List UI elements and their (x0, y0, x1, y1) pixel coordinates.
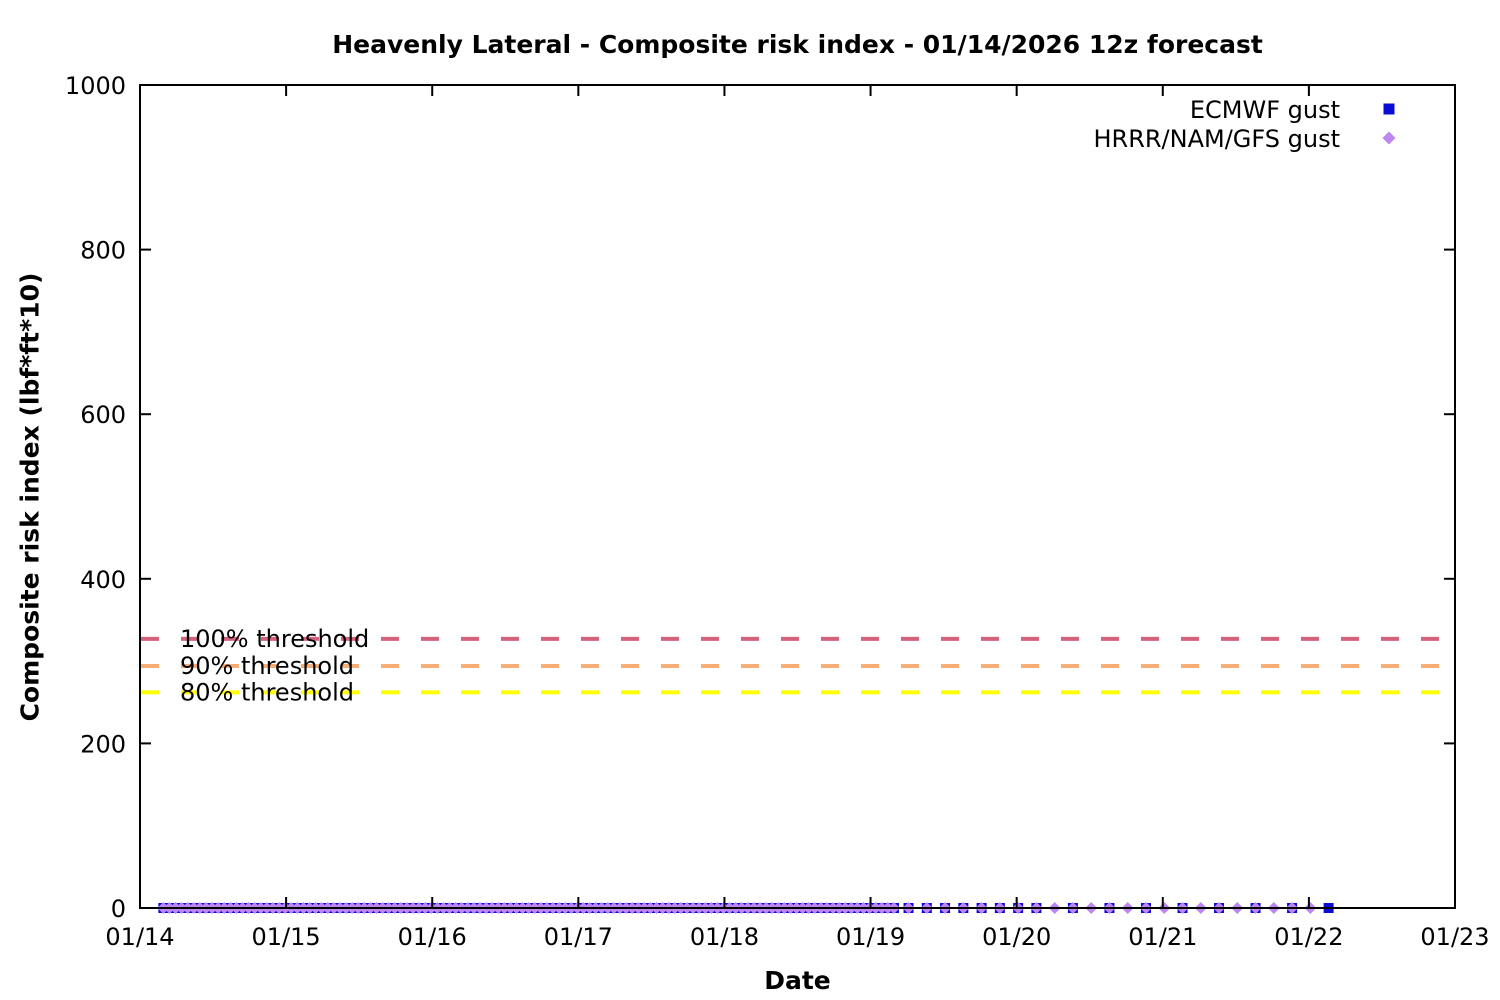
threshold-lines (141, 636, 1441, 695)
threshold-label: 80% threshold (180, 678, 354, 706)
y-tick-label: 200 (80, 730, 126, 758)
legend-label: ECMWF gust (1190, 96, 1340, 124)
x-tick-label: 01/16 (398, 923, 467, 951)
legend-label: HRRR/NAM/GFS gust (1093, 125, 1340, 153)
x-tick-label: 01/18 (690, 923, 759, 951)
x-tick-label: 01/17 (544, 923, 613, 951)
threshold-label: 90% threshold (180, 652, 354, 680)
x-tick-label: 01/21 (1128, 923, 1197, 951)
x-tick-label: 01/15 (252, 923, 321, 951)
x-tick-label: 01/20 (982, 923, 1051, 951)
threshold-label: 100% threshold (180, 625, 369, 653)
x-tick-label: 01/22 (1274, 923, 1343, 951)
y-tick-label: 600 (80, 401, 126, 429)
x-tick-label: 01/14 (105, 923, 174, 951)
y-tick-label: 800 (80, 237, 126, 265)
x-axis-label: Date (764, 966, 831, 995)
y-tick-labels: 0 200 400 600 800 1000 (65, 72, 126, 923)
chart-title: Heavenly Lateral - Composite risk index … (332, 30, 1263, 59)
x-tick-label: 01/23 (1420, 923, 1489, 951)
legend-marker-square (1383, 103, 1395, 115)
plot-border-and-ticks (139, 84, 1456, 909)
y-tick-label: 1000 (65, 72, 126, 100)
y-tick-label: 0 (111, 895, 126, 923)
y-tick-label: 400 (80, 566, 126, 594)
x-tick-label: 01/19 (836, 923, 905, 951)
legend-marker-diamond (1382, 131, 1396, 145)
x-tick-labels: 01/14 01/15 01/16 01/17 01/18 01/19 01/20 01/21… (105, 923, 1489, 951)
